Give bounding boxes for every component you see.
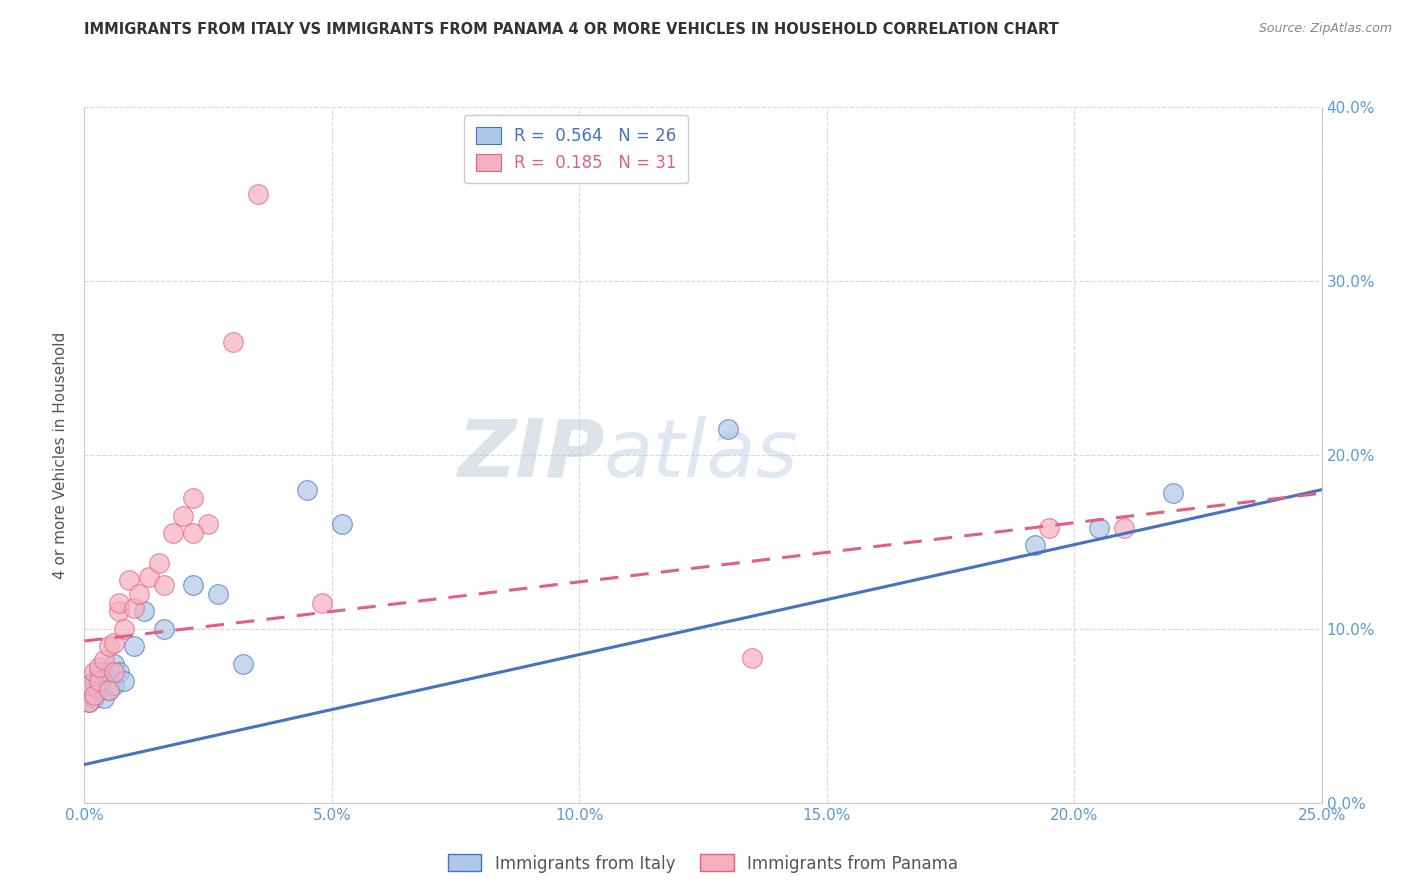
Point bbox=[108, 596, 131, 610]
Text: IMMIGRANTS FROM ITALY VS IMMIGRANTS FROM PANAMA 4 OR MORE VEHICLES IN HOUSEHOLD : IMMIGRANTS FROM ITALY VS IMMIGRANTS FROM… bbox=[84, 22, 1059, 37]
Point bbox=[83, 688, 105, 702]
Point bbox=[108, 665, 131, 680]
Point bbox=[330, 517, 353, 532]
Point bbox=[93, 653, 115, 667]
Point bbox=[717, 422, 740, 436]
Point bbox=[89, 682, 111, 697]
Point bbox=[83, 674, 105, 689]
Y-axis label: 4 or more Vehicles in Household: 4 or more Vehicles in Household bbox=[53, 331, 69, 579]
Text: ZIP: ZIP bbox=[457, 416, 605, 494]
Point bbox=[98, 665, 121, 680]
Point bbox=[138, 570, 160, 584]
Point bbox=[311, 596, 333, 610]
Point bbox=[103, 677, 125, 691]
Point bbox=[148, 556, 170, 570]
Point bbox=[181, 578, 204, 592]
Point bbox=[181, 491, 204, 506]
Point bbox=[741, 651, 763, 665]
Point bbox=[98, 682, 121, 697]
Point bbox=[98, 639, 121, 653]
Point bbox=[152, 622, 174, 636]
Point bbox=[83, 665, 105, 680]
Point bbox=[89, 665, 111, 680]
Point bbox=[295, 483, 318, 497]
Point bbox=[122, 639, 145, 653]
Point bbox=[103, 636, 125, 650]
Point bbox=[181, 526, 204, 541]
Point bbox=[122, 601, 145, 615]
Point bbox=[103, 665, 125, 680]
Point bbox=[1088, 521, 1111, 535]
Point bbox=[79, 677, 101, 691]
Point bbox=[207, 587, 229, 601]
Text: atlas: atlas bbox=[605, 416, 799, 494]
Text: Source: ZipAtlas.com: Source: ZipAtlas.com bbox=[1258, 22, 1392, 36]
Point bbox=[112, 622, 135, 636]
Point bbox=[128, 587, 150, 601]
Point bbox=[103, 657, 125, 671]
Point bbox=[232, 657, 254, 671]
Point bbox=[89, 660, 111, 674]
Point bbox=[108, 605, 131, 619]
Point bbox=[89, 674, 111, 689]
Point bbox=[79, 677, 101, 691]
Legend: Immigrants from Italy, Immigrants from Panama: Immigrants from Italy, Immigrants from P… bbox=[441, 847, 965, 880]
Point bbox=[112, 674, 135, 689]
Point bbox=[132, 605, 155, 619]
Point bbox=[1161, 486, 1184, 500]
Point bbox=[93, 691, 115, 706]
Point bbox=[222, 334, 245, 349]
Point bbox=[1038, 521, 1060, 535]
Point bbox=[246, 187, 269, 202]
Legend: R =  0.564   N = 26, R =  0.185   N = 31: R = 0.564 N = 26, R = 0.185 N = 31 bbox=[464, 115, 688, 184]
Point bbox=[98, 682, 121, 697]
Point bbox=[197, 517, 219, 532]
Point bbox=[172, 508, 194, 523]
Point bbox=[152, 578, 174, 592]
Point bbox=[79, 695, 101, 709]
Point bbox=[83, 691, 105, 706]
Point bbox=[1024, 538, 1046, 552]
Point bbox=[79, 695, 101, 709]
Point bbox=[118, 573, 141, 587]
Point bbox=[1112, 521, 1135, 535]
Point bbox=[93, 671, 115, 685]
Point bbox=[162, 526, 184, 541]
